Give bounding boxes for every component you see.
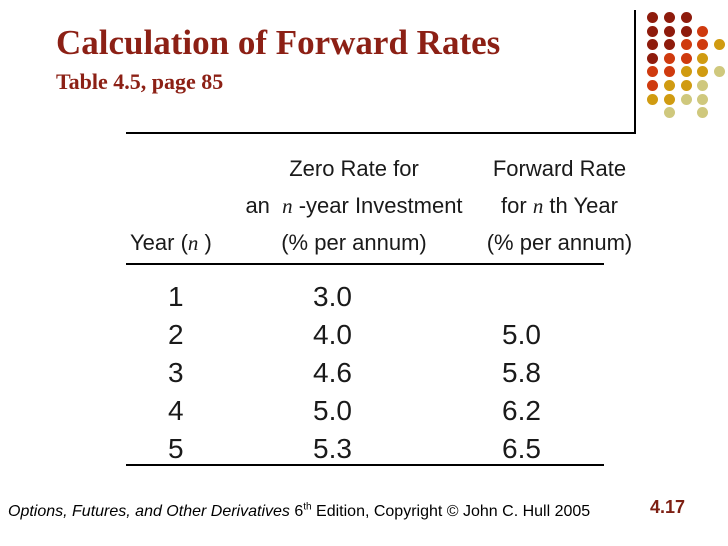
footer-book-title: Options, Futures, and Other Derivatives: [8, 503, 290, 520]
dot: [647, 12, 658, 23]
dot: [647, 25, 658, 37]
footer-copyright: Options, Futures, and Other Derivatives …: [8, 502, 590, 521]
table-cell-forward-rate: [468, 278, 637, 316]
dot: [680, 93, 692, 105]
header-text: Year (: [130, 230, 188, 255]
header-year-cell: Year (n ): [128, 224, 230, 261]
dot: [697, 25, 709, 37]
dot: [680, 52, 692, 64]
dot-pattern-decoration: [647, 12, 727, 124]
table-cell-forward-rate: 5.8: [502, 357, 541, 388]
table-cell-zero-rate: 5.3: [313, 433, 352, 464]
dot: [714, 66, 726, 78]
header-zero-rate-line1: Zero Rate for: [230, 150, 468, 187]
table-cell-forward-rate: 6.2: [502, 395, 541, 426]
table-rule-header-bottom: [126, 263, 604, 265]
dot: [697, 107, 709, 119]
dot: [663, 12, 675, 23]
dot: [697, 93, 709, 105]
header-text: Zero Rate for: [289, 156, 419, 181]
dot: [647, 93, 658, 105]
dot: [680, 66, 692, 78]
dot: [663, 80, 675, 91]
header-text: (% per annum): [486, 230, 633, 255]
dot: [697, 39, 709, 51]
table-header: Zero Rate for Forward Rate an n -year In…: [128, 150, 637, 261]
dot: [680, 80, 692, 91]
footer-copyright-text: Edition, Copyright © John C. Hull 2005: [311, 503, 591, 520]
footer-edition-number: 6: [289, 503, 304, 520]
dot: [697, 66, 709, 78]
slide-title: Calculation of Forward Rates: [56, 23, 501, 62]
header-zero-rate-line3: (% per annum): [230, 224, 468, 261]
dot: [680, 12, 692, 23]
dot: [663, 93, 675, 105]
header-text: th Year: [543, 193, 618, 218]
header-text: (% per annum): [281, 230, 427, 255]
table-cell-year: 5: [168, 433, 184, 464]
table-cell-year: 4: [168, 395, 184, 426]
header-text: an: [245, 193, 283, 218]
table-cell-year: 2: [168, 319, 184, 350]
slide-page-number: 4.17: [650, 497, 686, 517]
header-text: ): [198, 230, 212, 255]
dot: [647, 66, 658, 78]
header-forward-rate-line2: for n th Year: [468, 187, 637, 224]
italic-n-variable: n: [282, 194, 293, 218]
dot: [663, 66, 675, 78]
table-cell-zero-rate: 5.0: [313, 395, 352, 426]
table-rule-top: [126, 132, 636, 134]
italic-n-variable: n: [187, 231, 199, 255]
table-cell-forward-rate: 5.0: [502, 319, 541, 350]
dot: [647, 80, 658, 91]
dot: [663, 25, 675, 37]
header-forward-rate-line3: (% per annum): [468, 224, 637, 261]
dot: [714, 39, 726, 51]
dot: [697, 80, 709, 91]
dot: [680, 39, 692, 51]
header-forward-rate-line1: Forward Rate: [468, 150, 637, 187]
dot: [647, 39, 658, 51]
footer-edition-superscript: th: [303, 501, 312, 513]
table-cell-zero-rate: 4.6: [313, 357, 352, 388]
dot: [663, 52, 675, 64]
table-cell-year: 1: [168, 281, 184, 312]
slide-subtitle: Table 4.5, page 85: [56, 69, 224, 94]
vertical-divider-line: [634, 10, 636, 133]
table-cell-zero-rate: 3.0: [313, 281, 352, 312]
table-body: 1 3.0 2 4.0 5.0 3 4.6 5.8 4 5.0 6.2 5 5.…: [128, 278, 637, 468]
dot: [663, 107, 675, 119]
table-cell-zero-rate: 4.0: [313, 319, 352, 350]
header-text: Forward Rate: [492, 156, 627, 181]
dot: [647, 52, 658, 64]
dot: [697, 52, 709, 64]
table-cell-forward-rate: 6.5: [502, 433, 541, 464]
dot: [663, 39, 675, 51]
dot: [680, 25, 692, 37]
header-cell-empty: [128, 187, 230, 224]
table-cell-year: 3: [168, 357, 184, 388]
italic-n-variable: n: [532, 194, 544, 218]
header-text: for: [501, 193, 533, 218]
header-cell-empty: [128, 150, 230, 187]
table-rule-bottom: [126, 464, 604, 466]
header-zero-rate-line2: an n -year Investment: [230, 187, 468, 224]
header-text: -year Investment: [292, 193, 463, 218]
